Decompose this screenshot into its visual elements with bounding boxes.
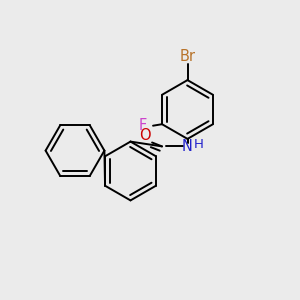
Text: H: H (194, 137, 204, 151)
Text: O: O (139, 128, 151, 143)
Text: F: F (139, 118, 147, 133)
Text: N: N (182, 139, 193, 154)
Text: Br: Br (179, 50, 196, 64)
